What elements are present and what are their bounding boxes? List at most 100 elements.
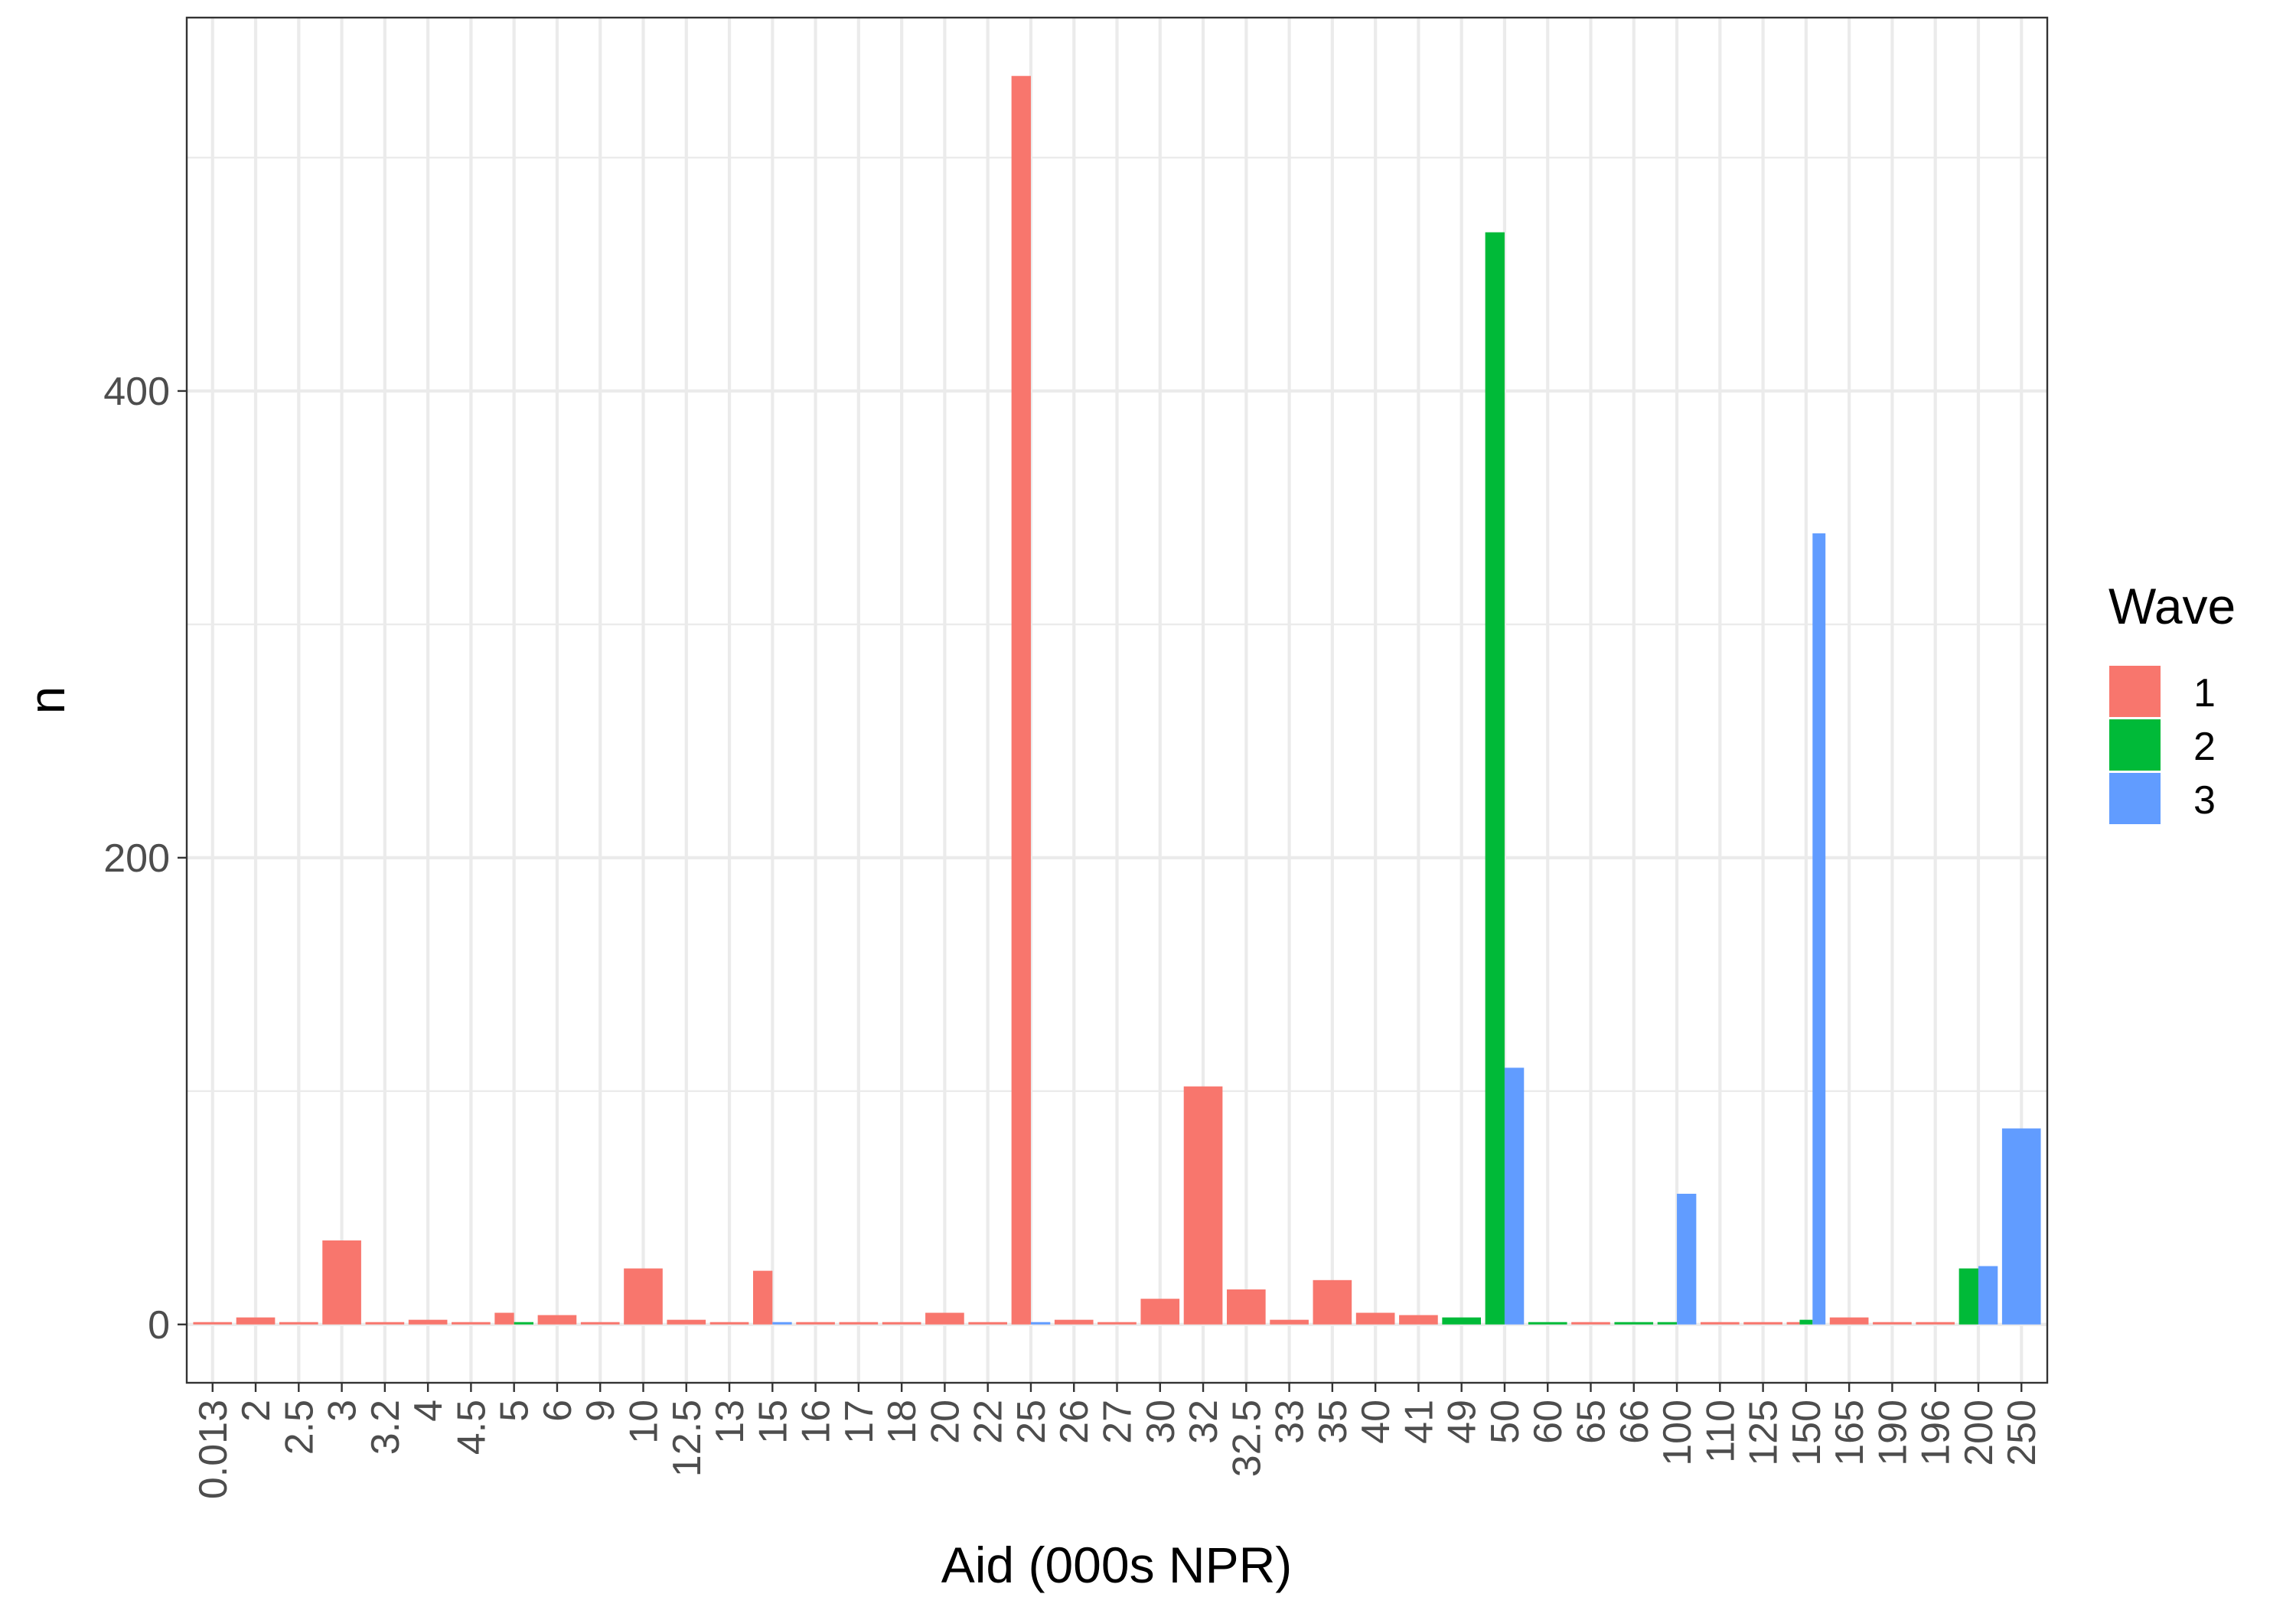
x-tick-label: 3: [321, 1400, 365, 1422]
bar: [1799, 1319, 1813, 1325]
x-tick-label: 16: [794, 1400, 839, 1444]
bar: [882, 1322, 921, 1325]
x-tick-label: 4.5: [449, 1400, 494, 1455]
bar: [752, 1270, 773, 1325]
x-tick-label: 250: [2000, 1400, 2044, 1466]
bar: [1485, 232, 1505, 1325]
bar: [1657, 1322, 1678, 1325]
x-tick-label: 41: [1397, 1400, 1441, 1444]
bar: [1786, 1322, 1800, 1325]
y-tick-label: 400: [103, 370, 170, 414]
x-tick-label: 66: [1613, 1400, 1657, 1444]
x-tick-label: 2: [234, 1400, 279, 1422]
x-tick-label: 2.5: [277, 1400, 321, 1455]
x-tick-label: 22: [967, 1400, 1011, 1444]
bar: [1571, 1322, 1610, 1325]
bar: [1270, 1319, 1309, 1325]
x-tick-label: 125: [1742, 1400, 1786, 1466]
bar: [537, 1315, 577, 1325]
bar: [322, 1240, 361, 1325]
bar: [1677, 1193, 1697, 1325]
bar: [1743, 1322, 1782, 1325]
bar: [452, 1322, 491, 1325]
x-tick-label: 12.5: [665, 1400, 709, 1477]
bar: [514, 1322, 533, 1325]
bar: [1812, 533, 1826, 1325]
y-axis-title: n: [18, 686, 75, 715]
x-tick-label: 25: [1009, 1400, 1054, 1444]
x-tick-label: 17: [837, 1400, 882, 1444]
bar: [1054, 1319, 1094, 1325]
bar: [1313, 1279, 1352, 1325]
x-tick-label: 18: [880, 1400, 925, 1444]
x-tick-label: 9: [579, 1400, 623, 1422]
x-tick-label: 49: [1440, 1400, 1485, 1444]
bar: [236, 1317, 276, 1325]
bar: [1958, 1268, 1978, 1325]
bar: [1226, 1289, 1266, 1325]
bars: [193, 76, 2041, 1325]
x-tick-label: 15: [751, 1400, 795, 1444]
bar: [580, 1322, 620, 1325]
bar: [667, 1319, 706, 1325]
bar: [1873, 1322, 1912, 1325]
y-tick-label: 200: [103, 836, 170, 881]
bar: [1011, 76, 1031, 1325]
bar: [1916, 1322, 1955, 1325]
x-tick-label: 60: [1526, 1400, 1570, 1444]
y-axis: 0 200 400: [103, 370, 187, 1348]
bar: [2001, 1128, 2041, 1325]
x-tick-label: 6: [536, 1400, 580, 1422]
legend-swatch: [2108, 718, 2162, 772]
legend-swatch: [2108, 664, 2162, 719]
bar: [968, 1322, 1008, 1325]
x-tick-label: 196: [1914, 1400, 1958, 1466]
legend: Wave 1 2 3: [2108, 578, 2236, 826]
bar: [1504, 1068, 1525, 1325]
bar: [1355, 1312, 1395, 1325]
x-tick-label: 30: [1139, 1400, 1183, 1444]
legend-label: 3: [2193, 778, 2216, 823]
x-tick-label: 50: [1483, 1400, 1528, 1444]
x-tick-label: 150: [1785, 1400, 1829, 1466]
x-tick-label: 35: [1311, 1400, 1355, 1444]
legend-swatch: [2108, 771, 2162, 826]
bar: [1183, 1086, 1223, 1325]
bar: [1528, 1322, 1567, 1325]
bar: [1399, 1315, 1438, 1325]
x-tick-label: 200: [1957, 1400, 2001, 1466]
x-tick-label: 165: [1828, 1400, 1872, 1466]
legend-label: 2: [2193, 725, 2216, 769]
x-tick-label: 20: [923, 1400, 967, 1444]
bar: [1442, 1317, 1482, 1325]
x-tick-label: 40: [1354, 1400, 1398, 1444]
x-axis: 0.01322.533.244.55691012.513151617182022…: [191, 1383, 2044, 1499]
bar: [1978, 1266, 1998, 1325]
bar: [1614, 1322, 1654, 1325]
x-axis-title: Aid (000s NPR): [941, 1537, 1293, 1593]
bar: [193, 1322, 233, 1325]
x-tick-label: 10: [621, 1400, 666, 1444]
bar: [1140, 1299, 1180, 1325]
x-tick-label: 33: [1268, 1400, 1313, 1444]
bar: [839, 1322, 879, 1325]
y-tick-label: 0: [148, 1303, 170, 1348]
x-tick-label: 190: [1870, 1400, 1915, 1466]
x-tick-label: 5: [493, 1400, 537, 1422]
bar: [1097, 1322, 1137, 1325]
bar: [365, 1322, 405, 1325]
bar: [796, 1322, 835, 1325]
bar: [1030, 1322, 1051, 1325]
major-gridlines: [187, 18, 2047, 1383]
x-tick-label: 65: [1570, 1400, 1614, 1444]
x-tick-label: 27: [1096, 1400, 1140, 1444]
x-tick-label: 110: [1698, 1400, 1743, 1463]
bar: [1701, 1322, 1740, 1325]
bar: [709, 1322, 749, 1325]
bar: [925, 1312, 964, 1325]
bar: [279, 1322, 318, 1325]
bar: [1829, 1317, 1869, 1325]
legend-label: 1: [2193, 671, 2216, 715]
bar: [494, 1312, 514, 1325]
